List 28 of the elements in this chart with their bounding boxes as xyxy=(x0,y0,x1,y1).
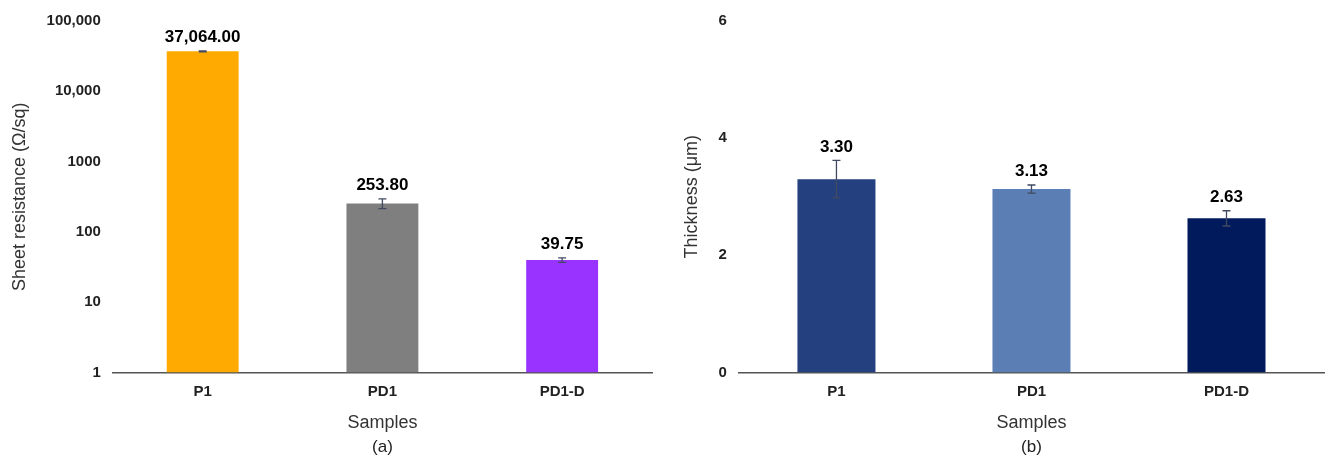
y-tick-label: 1000 xyxy=(67,151,101,169)
text: (a) xyxy=(372,437,393,457)
y-tick-label: 2 xyxy=(718,245,727,263)
x-axis-title: Samples xyxy=(996,412,1067,433)
x-tick-label: P1 xyxy=(827,381,846,399)
y-tick-label: 10 xyxy=(84,292,101,310)
data-label: 3.30 xyxy=(819,136,853,156)
y-tick-label: 4 xyxy=(718,128,728,146)
x-tick-label: PD1 xyxy=(367,381,397,399)
data-label: 37,064.00 xyxy=(164,26,241,46)
y-tick-label: 6 xyxy=(718,11,727,29)
x-tick-label: PD1 xyxy=(1016,381,1047,399)
data-label: 3.13 xyxy=(1014,161,1049,181)
x-axis-title: Samples xyxy=(347,412,418,433)
x-tick-label: PD1-D xyxy=(539,381,585,399)
y-tick-label: 100 xyxy=(75,221,101,239)
data-label: 253.80 xyxy=(356,175,409,195)
y-axis-title: Sheet resistance (Ω/sq) xyxy=(8,102,29,291)
x-tick-label: P1 xyxy=(193,381,212,399)
x-tick-label: PD1-D xyxy=(1203,381,1250,399)
text: (b) xyxy=(1021,437,1042,457)
data-label: 2.63 xyxy=(1209,186,1244,206)
y-tick-label: 100,000 xyxy=(46,11,101,29)
y-tick-label: 10,000 xyxy=(54,81,101,99)
y-tick-label: 1 xyxy=(92,362,101,380)
y-axis-title: Thickness (μm) xyxy=(680,135,701,259)
y-tick-label: 0 xyxy=(718,362,727,380)
data-label: 39.75 xyxy=(540,233,584,253)
